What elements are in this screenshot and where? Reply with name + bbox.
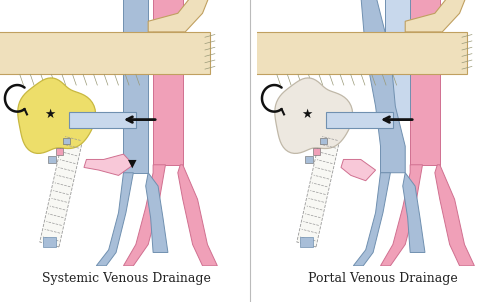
Bar [48, 156, 55, 163]
Polygon shape [84, 154, 134, 175]
Polygon shape [386, 0, 410, 120]
Polygon shape [146, 173, 168, 252]
Polygon shape [361, 0, 405, 173]
Polygon shape [0, 32, 210, 74]
Bar [43, 236, 55, 247]
Bar [320, 138, 328, 144]
Polygon shape [148, 0, 210, 32]
Polygon shape [18, 78, 96, 153]
Text: Systemic Venous Drainage: Systemic Venous Drainage [41, 272, 211, 285]
Polygon shape [178, 165, 217, 266]
Polygon shape [341, 159, 375, 181]
Bar [305, 156, 312, 163]
Bar [312, 148, 320, 155]
Polygon shape [410, 0, 440, 165]
Polygon shape [275, 78, 353, 153]
Polygon shape [123, 0, 148, 173]
Polygon shape [297, 130, 341, 247]
Bar [63, 138, 71, 144]
Polygon shape [69, 112, 136, 127]
Polygon shape [153, 0, 183, 165]
Polygon shape [435, 165, 474, 266]
Bar [300, 236, 312, 247]
Text: ★: ★ [44, 108, 55, 121]
Polygon shape [252, 32, 467, 74]
Polygon shape [353, 173, 391, 266]
Text: ★: ★ [301, 108, 312, 121]
Polygon shape [40, 130, 84, 247]
Polygon shape [381, 165, 422, 266]
Polygon shape [403, 173, 425, 252]
Polygon shape [326, 112, 393, 127]
Text: Portal Venous Drainage: Portal Venous Drainage [308, 272, 458, 285]
Polygon shape [405, 0, 467, 32]
Polygon shape [123, 165, 165, 266]
Bar [55, 148, 63, 155]
Text: ▼: ▼ [128, 159, 137, 169]
Polygon shape [96, 173, 134, 266]
